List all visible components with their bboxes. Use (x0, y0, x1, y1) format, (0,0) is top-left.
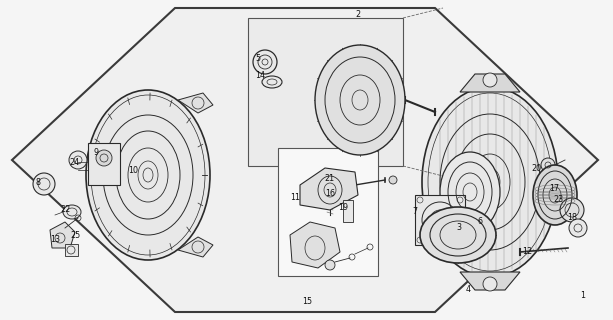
Ellipse shape (440, 152, 500, 232)
Ellipse shape (262, 76, 282, 88)
Text: 2: 2 (356, 10, 360, 19)
Ellipse shape (86, 90, 210, 260)
Ellipse shape (422, 87, 558, 277)
Ellipse shape (569, 219, 587, 237)
Ellipse shape (533, 165, 577, 225)
Ellipse shape (420, 207, 496, 263)
Ellipse shape (560, 198, 584, 222)
Text: 8: 8 (36, 178, 40, 187)
Circle shape (541, 158, 555, 172)
Text: 7: 7 (413, 207, 417, 217)
Polygon shape (65, 244, 78, 256)
Ellipse shape (315, 45, 405, 155)
Text: 15: 15 (302, 298, 312, 307)
Bar (248, 18, 403, 166)
Text: 11: 11 (290, 194, 300, 203)
Circle shape (389, 176, 397, 184)
Text: 19: 19 (338, 204, 348, 212)
Text: 20: 20 (531, 164, 541, 172)
Polygon shape (460, 272, 520, 290)
Text: 9: 9 (93, 148, 99, 156)
Text: 3: 3 (457, 223, 462, 233)
Text: 25: 25 (71, 230, 81, 239)
Ellipse shape (33, 173, 55, 195)
Bar (278, 148, 378, 276)
Text: 1: 1 (581, 291, 585, 300)
Ellipse shape (253, 50, 277, 74)
Text: 14: 14 (255, 70, 265, 79)
Bar (415, 195, 465, 245)
Text: 5: 5 (256, 53, 261, 62)
Text: 16: 16 (325, 189, 335, 198)
Circle shape (483, 277, 497, 291)
Polygon shape (178, 93, 213, 113)
Polygon shape (12, 8, 598, 312)
Circle shape (483, 73, 497, 87)
Text: 13: 13 (50, 236, 60, 244)
Polygon shape (178, 237, 213, 257)
Polygon shape (300, 168, 358, 210)
Bar (88, 143, 120, 185)
Circle shape (96, 150, 112, 166)
Text: 24: 24 (69, 157, 79, 166)
Circle shape (325, 260, 335, 270)
Text: 10: 10 (128, 165, 138, 174)
Text: 6: 6 (478, 218, 482, 227)
Text: 12: 12 (522, 247, 532, 257)
Text: 22: 22 (61, 205, 71, 214)
Text: 18: 18 (567, 213, 577, 222)
Polygon shape (50, 222, 75, 248)
Text: 4: 4 (465, 285, 471, 294)
Text: 23: 23 (553, 196, 563, 204)
Text: 17: 17 (549, 183, 559, 193)
Polygon shape (460, 74, 520, 92)
Ellipse shape (69, 151, 87, 169)
Ellipse shape (63, 205, 81, 219)
Text: 21: 21 (324, 173, 334, 182)
Polygon shape (290, 222, 340, 268)
Bar (343, 200, 353, 222)
